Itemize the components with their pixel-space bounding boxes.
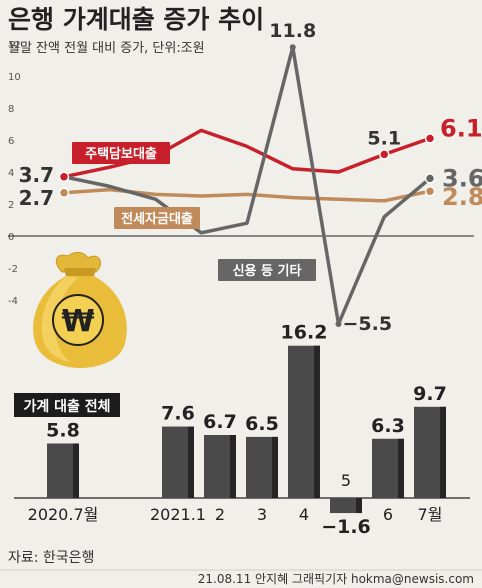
bar-title-box: [14, 393, 120, 417]
bar: [330, 498, 362, 514]
bar-value-label: 16.2: [281, 322, 328, 344]
series-point: [58, 171, 70, 183]
bar-shade: [398, 438, 404, 498]
bar-value-label: 6.5: [245, 413, 279, 435]
series-value-label: 3.6: [442, 164, 482, 192]
bar-category-label: 2020.7월: [28, 505, 99, 524]
bar-shade: [272, 436, 278, 498]
series-name-tag: 전세자금대출: [114, 207, 200, 229]
series-name-label: 주택담보대출: [85, 146, 157, 162]
bar-category-labels: 2020.7월 2021.1 2 3 4 5 6 7월: [28, 471, 443, 524]
bar-category-label: 5: [341, 471, 351, 490]
series-name-tag: 신용 등 기타: [218, 259, 316, 281]
chart-subtitle: 월말 잔액 전월 대비 증가, 단위:조원: [8, 41, 205, 56]
series-value-label: 6.1: [440, 114, 482, 142]
y-tick-label: 0: [8, 232, 14, 243]
y-tick-label: -2: [8, 264, 18, 275]
y-axis-ticks: 12 10 8 6 4 2 0 -2 -4: [8, 40, 21, 307]
bar-category-label: 7월: [418, 505, 443, 524]
series-point: [289, 44, 296, 51]
series-point: [424, 173, 436, 184]
bar-category-label: 3: [257, 505, 267, 524]
series-point: [379, 149, 390, 160]
y-tick-label: -4: [8, 296, 18, 307]
bar-shade: [230, 435, 236, 498]
bar-value-label: 7.6: [161, 403, 195, 425]
series-value-label: 3.7: [19, 163, 54, 187]
bar-shade: [314, 345, 320, 498]
bar-shade: [73, 443, 79, 498]
bar-category-label: 2021.1: [150, 505, 206, 524]
bar-chart-title: 가계 대출 전체: [23, 398, 110, 415]
series-name-tag: 주택담보대출: [72, 142, 170, 164]
line-chart: 12 10 8 6 4 2 0 -2 -4 3.72.7 5.1 6.1 3.62.8 11.8 −5.5…: [8, 20, 482, 335]
series-name-label: 신용 등 기타: [233, 263, 302, 279]
series-point: [424, 133, 436, 144]
series-points: [58, 44, 436, 327]
bar-value-label: −1.6: [321, 516, 371, 538]
won-sign: ₩: [61, 304, 94, 339]
chart-title: 은행 가계대출 증가 추이: [8, 5, 264, 34]
bar-shade: [188, 426, 194, 498]
bar-value-label: 5.8: [46, 419, 80, 441]
bars: [47, 345, 446, 514]
bar-shade: [440, 406, 446, 498]
series-value-labels: 3.72.7 5.1 6.1 3.62.8 11.8 −5.5: [19, 20, 482, 335]
series-name-label: 전세자금대출: [121, 211, 193, 227]
series-lines: [63, 45, 432, 326]
series-point: [58, 187, 70, 199]
series-value-label: 5.1: [367, 127, 401, 149]
bar-shade: [356, 498, 362, 514]
bar-value-labels: 5.8 7.6 6.7 6.5 16.2 −1.6 6.3 9.7: [46, 322, 447, 538]
bar-value-label: 6.7: [203, 411, 237, 433]
y-tick-label: 4: [8, 168, 14, 179]
y-tick-label: 10: [8, 72, 21, 83]
money-bag-icon: ₩: [33, 251, 127, 368]
series-value-label: 2.8: [442, 183, 482, 211]
credit-line: 21.08.11 안지혜 그래픽기자 hokma@newsis.com: [198, 572, 474, 586]
series-line: [63, 187, 431, 203]
bar-category-label: 6: [383, 505, 393, 524]
series-value-label: 11.8: [269, 20, 316, 42]
bar-chart: 가계 대출 전체 5.8 7.6 6.7 6.5 16.2 −1.6 6.3 9.7 2020…: [14, 322, 470, 538]
bar-value-label: 9.7: [413, 383, 447, 405]
series-value-label: 2.7: [19, 186, 54, 210]
series-value-label: −5.5: [343, 313, 393, 335]
source-note: 자료: 한국은행: [8, 550, 94, 566]
series-point: [335, 321, 342, 327]
y-tick-label: 8: [8, 104, 14, 115]
y-tick-label: 12: [8, 40, 21, 51]
bar-value-label: 6.3: [371, 415, 405, 437]
series-line: [63, 45, 432, 326]
y-tick-label: 6: [8, 136, 14, 147]
bar-category-label: 2: [215, 505, 225, 524]
y-tick-label: 2: [8, 200, 14, 211]
series-point: [424, 185, 436, 197]
bar-category-label: 4: [299, 505, 309, 524]
